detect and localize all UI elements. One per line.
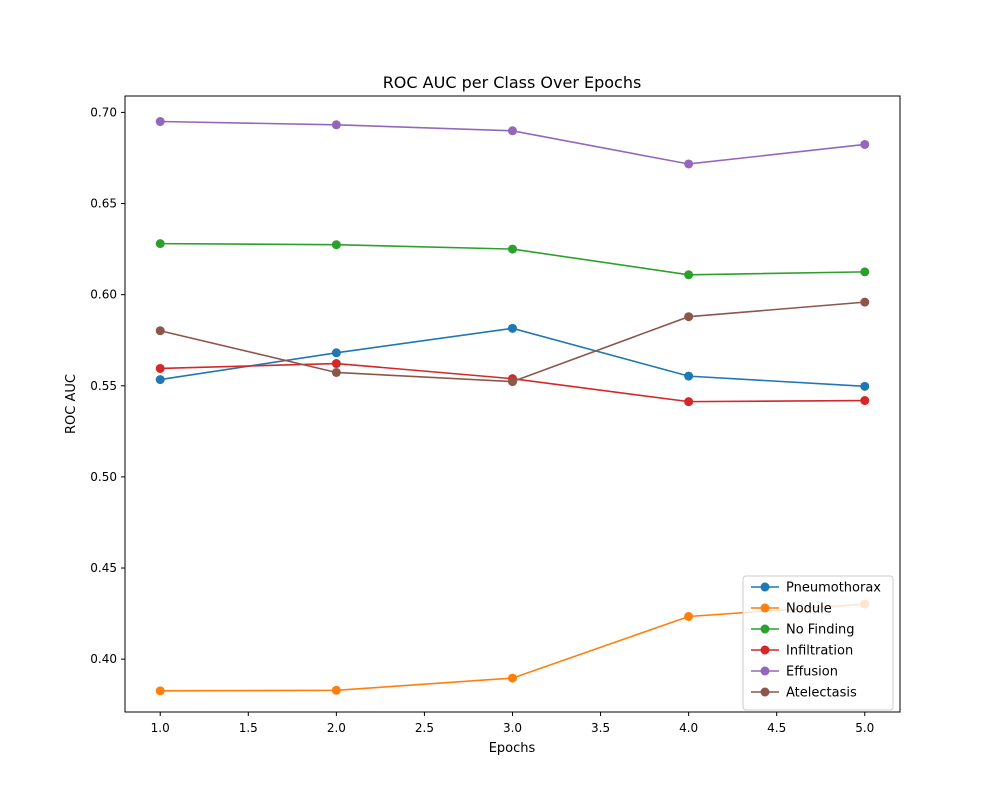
- y-tick-label: 0.45: [90, 561, 117, 575]
- data-point: [860, 297, 870, 307]
- data-point: [155, 375, 165, 385]
- data-point: [508, 126, 517, 136]
- legend-label: No Finding: [786, 623, 855, 638]
- y-tick-label: 0.60: [90, 288, 117, 302]
- data-point: [684, 270, 694, 280]
- x-tick-label: 2.0: [327, 721, 346, 735]
- data-point: [155, 363, 165, 373]
- legend-marker: [760, 666, 770, 676]
- legend-marker: [760, 687, 770, 697]
- data-point: [684, 371, 694, 381]
- legend-label: Effusion: [786, 665, 838, 680]
- y-tick-label: 0.55: [90, 379, 117, 393]
- data-point: [155, 326, 165, 336]
- x-tick-label: 4.5: [767, 721, 786, 735]
- data-point: [860, 381, 870, 391]
- y-tick-label: 0.50: [90, 470, 117, 484]
- data-point: [508, 244, 517, 254]
- data-point: [155, 239, 165, 249]
- data-point: [155, 686, 165, 696]
- legend-label: Atelectasis: [786, 686, 857, 701]
- x-axis: 1.0 1.5 2.0 2.5 3.0 3.5 4.0 4.5 5.0: [151, 712, 874, 735]
- legend-marker: [760, 603, 770, 613]
- series-line: [160, 301, 865, 383]
- data-point: [684, 159, 694, 169]
- x-tick-label: 5.0: [855, 721, 874, 735]
- x-tick-label: 3.5: [591, 721, 610, 735]
- x-tick-label: 1.5: [239, 721, 258, 735]
- data-point: [508, 323, 517, 333]
- y-tick-label: 0.40: [90, 652, 117, 666]
- legend-marker: [760, 582, 770, 592]
- legend-box: [742, 575, 894, 711]
- data-point: [684, 612, 694, 622]
- data-point: [860, 396, 870, 406]
- legend-label: Infiltration: [786, 644, 853, 659]
- x-tick-label: 3.0: [503, 721, 522, 735]
- series-no-finding: [155, 239, 870, 280]
- y-axis-label: ROC AUC: [64, 374, 79, 434]
- legend: Pneumothorax Nodule No Finding Infiltration…: [742, 575, 894, 711]
- legend-label: Pneumothorax: [786, 581, 881, 596]
- x-tick-label: 2.5: [415, 721, 434, 735]
- data-point: [331, 359, 341, 369]
- x-tick-label: 4.0: [679, 721, 698, 735]
- data-point: [684, 312, 694, 322]
- chart-title: ROC AUC per Class Over Epochs: [383, 73, 642, 92]
- series-atelectasis: [155, 297, 870, 387]
- legend-marker: [760, 645, 770, 655]
- data-point: [331, 367, 341, 377]
- y-axis: 0.40 0.45 0.50 0.55 0.60 0.65 0.70: [90, 105, 125, 666]
- data-point: [684, 397, 694, 407]
- data-point: [508, 377, 517, 387]
- legend-marker: [760, 624, 770, 634]
- data-point: [331, 240, 341, 250]
- legend-label: Nodule: [786, 602, 832, 617]
- data-point: [508, 673, 517, 683]
- y-tick-label: 0.70: [90, 105, 117, 119]
- data-point: [860, 139, 870, 149]
- data-point: [155, 117, 165, 127]
- data-point: [331, 120, 341, 130]
- y-tick-label: 0.65: [90, 197, 117, 211]
- x-axis-label: Epochs: [489, 741, 536, 756]
- data-point: [860, 267, 870, 277]
- data-point: [331, 348, 341, 358]
- data-point: [331, 685, 341, 695]
- series-effusion: [155, 117, 870, 169]
- series-pneumothorax: [155, 323, 870, 391]
- x-tick-label: 1.0: [151, 721, 170, 735]
